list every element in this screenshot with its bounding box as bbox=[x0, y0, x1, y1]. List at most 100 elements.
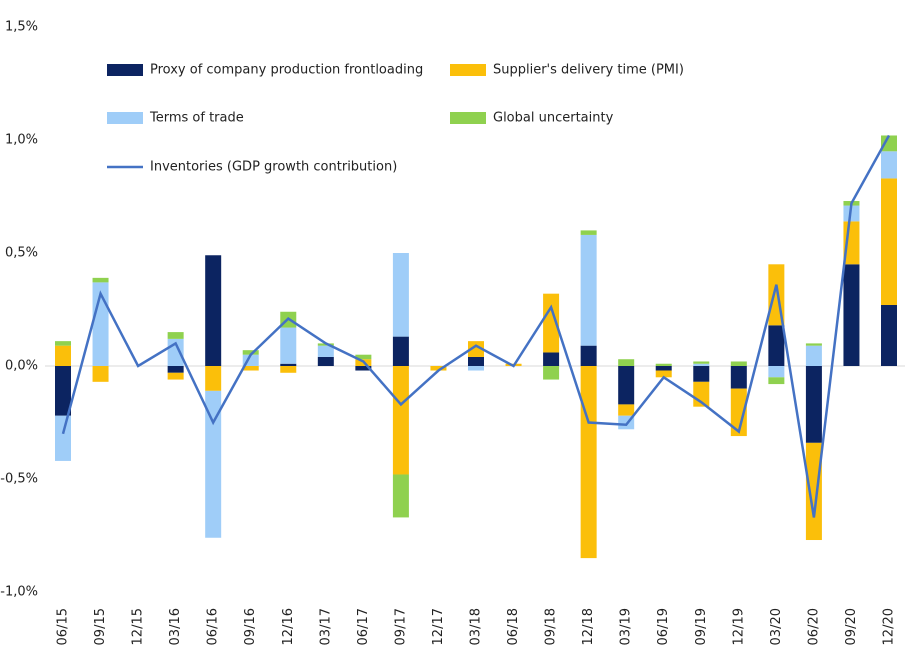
y-tick-label: 0,5% bbox=[5, 246, 38, 261]
y-tick-label: -1,0% bbox=[0, 585, 38, 600]
bar bbox=[355, 354, 372, 360]
bar bbox=[618, 366, 635, 405]
bar bbox=[430, 366, 447, 371]
bar bbox=[693, 366, 710, 382]
bar bbox=[280, 366, 297, 373]
legend-swatch bbox=[107, 112, 143, 124]
bar bbox=[242, 366, 259, 371]
x-tick-label: 12/16 bbox=[281, 608, 296, 645]
bar bbox=[543, 352, 560, 366]
bar bbox=[580, 366, 597, 559]
bar bbox=[392, 253, 409, 337]
y-tick-label: -0,5% bbox=[0, 472, 38, 487]
bar bbox=[468, 341, 484, 357]
bar bbox=[843, 264, 860, 366]
y-tick-label: 0,0% bbox=[5, 359, 38, 374]
x-tick-label: 09/18 bbox=[544, 608, 559, 645]
bar bbox=[55, 345, 71, 366]
bar bbox=[55, 341, 71, 346]
bar bbox=[392, 336, 409, 366]
bar bbox=[317, 345, 334, 357]
bar bbox=[618, 404, 635, 416]
x-tick-label: 12/15 bbox=[131, 608, 146, 645]
legend-swatch bbox=[450, 64, 486, 76]
x-tick-label: 03/16 bbox=[168, 608, 183, 645]
x-tick-label: 09/15 bbox=[93, 608, 108, 645]
legend-label: Supplier's delivery time (PMI) bbox=[493, 63, 684, 78]
x-tick-label: 12/19 bbox=[731, 608, 746, 645]
bar bbox=[805, 345, 822, 366]
line bbox=[61, 134, 891, 518]
legend-label: Terms of trade bbox=[149, 111, 244, 126]
x-tick-label: 03/18 bbox=[469, 608, 484, 645]
x-tick-label: 06/19 bbox=[656, 608, 671, 645]
x-tick-label: 09/16 bbox=[243, 608, 258, 645]
bar bbox=[205, 255, 222, 366]
bar bbox=[543, 366, 560, 380]
bar bbox=[881, 151, 897, 179]
x-tick-label: 06/18 bbox=[506, 608, 521, 645]
x-tick-label: 03/17 bbox=[318, 608, 333, 645]
bar bbox=[881, 135, 897, 152]
bar bbox=[693, 361, 710, 364]
bar bbox=[242, 354, 259, 366]
x-tick-label: 09/17 bbox=[393, 608, 408, 645]
legend-label: Global uncertainty bbox=[493, 111, 614, 126]
x-tick-label: 06/16 bbox=[206, 608, 221, 645]
bar bbox=[881, 178, 897, 305]
x-tick-label: 06/20 bbox=[806, 608, 821, 645]
bar bbox=[317, 356, 334, 366]
legend-swatch bbox=[450, 112, 486, 124]
bar bbox=[55, 366, 71, 416]
bar bbox=[768, 366, 785, 378]
y-tick-label: 1,0% bbox=[5, 133, 38, 148]
bar bbox=[655, 363, 672, 366]
bar bbox=[167, 366, 184, 373]
bar bbox=[580, 345, 597, 366]
bar bbox=[655, 370, 672, 378]
x-tick-label: 03/19 bbox=[619, 608, 634, 645]
bar bbox=[768, 325, 785, 366]
y-tick-label: 1,5% bbox=[5, 20, 38, 35]
bar bbox=[730, 366, 747, 389]
bar bbox=[580, 230, 597, 235]
bar bbox=[242, 350, 259, 355]
bar bbox=[92, 366, 109, 382]
legend-label: Inventories (GDP growth contribution) bbox=[150, 160, 397, 175]
bar bbox=[468, 356, 484, 366]
bar bbox=[280, 363, 297, 366]
legend-swatch bbox=[107, 64, 143, 76]
bar bbox=[881, 304, 897, 366]
x-tick-label: 06/15 bbox=[56, 608, 71, 645]
x-tick-label: 12/18 bbox=[581, 608, 596, 645]
bar bbox=[805, 366, 822, 443]
bar bbox=[205, 390, 222, 538]
bar bbox=[392, 366, 409, 475]
legend-label: Proxy of company production frontloading bbox=[150, 63, 423, 78]
bar bbox=[730, 361, 747, 366]
bar bbox=[655, 366, 672, 371]
x-tick-label: 12/17 bbox=[431, 608, 446, 645]
bar bbox=[167, 372, 184, 380]
bar bbox=[205, 366, 222, 391]
bar bbox=[693, 363, 710, 366]
bar bbox=[768, 377, 785, 385]
bar bbox=[618, 359, 635, 366]
x-tick-label: 09/20 bbox=[844, 608, 859, 645]
bar bbox=[805, 442, 822, 541]
x-tick-label: 12/20 bbox=[882, 608, 897, 645]
bar bbox=[580, 234, 597, 346]
bar bbox=[730, 388, 747, 437]
x-tick-label: 03/20 bbox=[769, 608, 784, 645]
bar bbox=[167, 332, 184, 339]
bar bbox=[543, 293, 560, 353]
bar bbox=[355, 366, 372, 371]
bar bbox=[805, 343, 822, 346]
bar bbox=[392, 474, 409, 518]
bar bbox=[468, 366, 484, 371]
x-tick-label: 06/17 bbox=[356, 608, 371, 645]
x-tick-label: 09/19 bbox=[694, 608, 709, 645]
bar bbox=[280, 327, 297, 364]
bar bbox=[92, 277, 109, 283]
